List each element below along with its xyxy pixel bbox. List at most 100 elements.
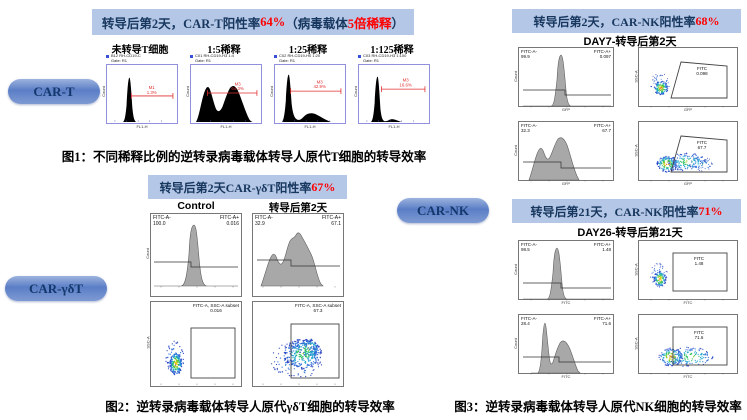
y-axis-label: Count <box>512 264 518 275</box>
gdt-control-scatter-panel: SSC-A FITC-A, SSC-A subset 0.016 <box>146 301 242 387</box>
marker-percent: 64.3% <box>231 86 243 91</box>
scatter-svg <box>160 327 236 385</box>
title-highlight-71: 71% <box>698 203 723 218</box>
subset-value: 0.016 <box>210 308 222 314</box>
fitc-pos-label: FITC-A+ 67.7 <box>594 123 611 133</box>
panel-column-label: 1:25稀释 <box>288 45 328 56</box>
sample-id: B12 RH-CD19-C <box>111 53 141 58</box>
histogram-plot: Count FITC-A- 98.5 FITC-A+ 1.48 <box>513 240 614 301</box>
sample-header: C01 RH-CD19-H3 1:4 Gate: R1 <box>190 53 264 64</box>
figure2-caption-text: 逆转录病毒载体转导人原代γδT细胞的转导效率 <box>136 400 395 414</box>
fitc-pos-value: 67.7 <box>602 128 611 134</box>
gate-swatch-icon <box>190 55 193 58</box>
nk-day26-control-scatter: SSC-A FITC 1.48 FITC <box>634 240 738 305</box>
fitc-pos-name: FITC-A+ <box>593 242 611 247</box>
fitc-pos-label: FITC-A+ 0.016 <box>220 215 239 227</box>
y-axis-label: Count <box>512 145 518 156</box>
title-text: 转导后第2天，CAR-NK阳性率 <box>533 14 696 29</box>
y-axis-label: Count <box>100 86 106 97</box>
gdt-day2-histogram-panel: 转导后第2天 FITC-A- 32.9 FITC-A+ 67.1 <box>252 200 344 297</box>
fitc-neg-name: FITC-A- <box>521 49 537 54</box>
histogram-plot: Count M3 16.6% <box>353 64 430 124</box>
fitc-pos-value: 0.097 <box>599 54 611 60</box>
x-axis-label: FITC <box>561 374 571 379</box>
gate-value: 67.7 <box>698 145 707 150</box>
title-text: 转导后第2天，CAR-T阳性率 <box>101 16 261 31</box>
title-text: （病毒载体 <box>285 16 348 31</box>
sample-id-block: C02 RH-CD19-H0 1:20 Gate: R1 <box>279 53 321 64</box>
y-axis-label: SSC-A <box>633 144 639 157</box>
fitc-neg-name: FITC-A- <box>153 215 171 221</box>
fitc-pos-label: FITC-A+ 1.48 <box>594 242 611 252</box>
figure3-caption-text: 逆转录病毒载体转导人原代NK细胞的转导效率 <box>485 400 742 414</box>
scatter-plot: SSC-A FITC 67.7 <box>634 121 738 182</box>
fitc-pos-value: 0.016 <box>226 221 239 227</box>
fitc-neg-value: 100.0 <box>153 221 166 227</box>
marker-percent: 42.9% <box>314 84 326 89</box>
fitc-neg-label: FITC-A- 32.9 <box>255 215 273 227</box>
figure2-caption-label: 图2： <box>105 400 137 414</box>
panel-column-label: 未转导T细胞 <box>111 45 169 56</box>
car-nk-pill: CAR-NK <box>397 198 489 223</box>
nk-day26-transduced-histogram: Count FITC-A- 28.4 FITC-A+ 71.6 FITC <box>513 314 614 379</box>
x-axis-label: FL1-H <box>136 124 148 129</box>
car-gdt-pill-label: CAR-γδT <box>29 280 83 296</box>
marker-name: M3 <box>403 77 410 82</box>
histogram-plot: Count FITC-A- 100.0 FITC-A+ 0.016 <box>145 213 242 297</box>
nk-day7-transduced-histogram: Count FITC-A- 32.3 FITC-A+ 67.7 GFP <box>513 121 614 186</box>
fitc-pos-value: 1.48 <box>602 247 611 253</box>
column-label-control: Control <box>177 200 215 212</box>
histogram-svg <box>154 224 238 288</box>
fitc-pos-name: FITC-A+ <box>593 316 611 321</box>
y-axis-label: SSC-A <box>633 70 639 83</box>
subset-label: FITC-A, SSC-A subset 0.016 <box>193 303 239 314</box>
fitc-neg-value: 32.9 <box>255 221 265 227</box>
fitc-neg-name: FITC-A- <box>521 316 537 321</box>
figure3-caption: 图3：逆转录病毒载体转导人原代NK细胞的转导效率 <box>452 396 744 415</box>
x-axis-label: FITC <box>683 374 693 379</box>
histogram-svg: M3 42.9% <box>276 74 344 123</box>
gate-name: FITC <box>697 140 708 145</box>
flow-panel-1-5: 1:5稀释 C01 RH-CD19-H3 1:4 Gate: R1 Count M… <box>184 41 264 129</box>
sample-id-block: B12 RH-CD19-C Gate: R1 <box>111 53 141 64</box>
x-axis-label: FL1-H <box>304 124 316 129</box>
figure1-caption-text: 不同稀释比例的逆转录病毒载体转导人原代T细胞的转导效率 <box>92 150 427 164</box>
fitc-pos-label: FITC-A+ 0.097 <box>594 49 611 59</box>
histogram-plot: Count FITC-A- 99.9 FITC-A+ 0.097 <box>513 47 614 108</box>
x-axis-label: GFP <box>683 181 693 186</box>
gate-id: Gate: R1 <box>363 57 380 63</box>
x-axis-label: FL1-H <box>220 124 232 129</box>
title-text: 转导后第2天CAR-γδT阳性率 <box>159 180 312 195</box>
nk-day7-transduced-scatter: SSC-A FITC 67.7 GFP <box>634 121 738 186</box>
sample-id: C02 RH-CD19-H0 1:20 <box>279 53 321 58</box>
fitc-pos-value: 67.1 <box>331 221 341 227</box>
fitc-pos-name: FITC-A+ <box>219 215 239 221</box>
gate-id: Gate: R1 <box>111 57 128 63</box>
marker-name: M3 <box>317 79 324 84</box>
subset-label: FITC-A, SSC-A subset 67.3 <box>295 303 341 314</box>
flow-panel-1-125: 1:125稀释 C03 RH-CD19-H3 1:100 Gate: R1 Cou… <box>352 41 432 129</box>
scatter-plot: SSC-A FITC 71.6 <box>634 314 738 375</box>
fitc-pos-label: FITC-A+ 71.6 <box>594 316 611 326</box>
fitc-neg-name: FITC-A- <box>521 242 537 247</box>
gate-id: Gate: R1 <box>195 57 212 63</box>
y-axis-label: Count <box>352 86 358 97</box>
figure1-caption: 图1：不同稀释比例的逆转录病毒载体转导人原代T细胞的转导效率 <box>48 146 440 165</box>
histogram-plot: Count M1 1.3% <box>101 64 178 124</box>
day26-subtitle: DAY26-转导后第21天 <box>577 227 683 239</box>
fitc-neg-label: FITC-A- 28.4 <box>521 316 537 326</box>
fitc-neg-label: FITC-A- 98.5 <box>521 242 537 252</box>
y-axis-label: Count <box>512 338 518 349</box>
x-axis-label: GFP <box>683 107 693 112</box>
gate-swatch-icon <box>106 55 109 58</box>
gate-value: 0.098 <box>696 71 708 76</box>
figure1-caption-label: 图1： <box>61 150 93 164</box>
x-axis-label: FL1-H <box>388 124 400 129</box>
fitc-neg-label: FITC-A- 99.9 <box>521 49 537 59</box>
car-t-title-bar: 转导后第2天，CAR-T阳性率 64% （病毒载体 5倍稀释） <box>92 9 414 35</box>
fitc-pos-name: FITC-A+ <box>321 215 341 221</box>
figure2-caption: 图2：逆转录病毒载体转导人原代γδT细胞的转导效率 <box>60 396 440 415</box>
day7-subtitle: DAY7-转导后第2天 <box>583 36 677 48</box>
scatter-plot: SSC-A FITC-A, SSC-A subset 0.016 <box>146 301 242 387</box>
sample-id-block: C01 RH-CD19-H3 1:4 Gate: R1 <box>195 53 234 64</box>
